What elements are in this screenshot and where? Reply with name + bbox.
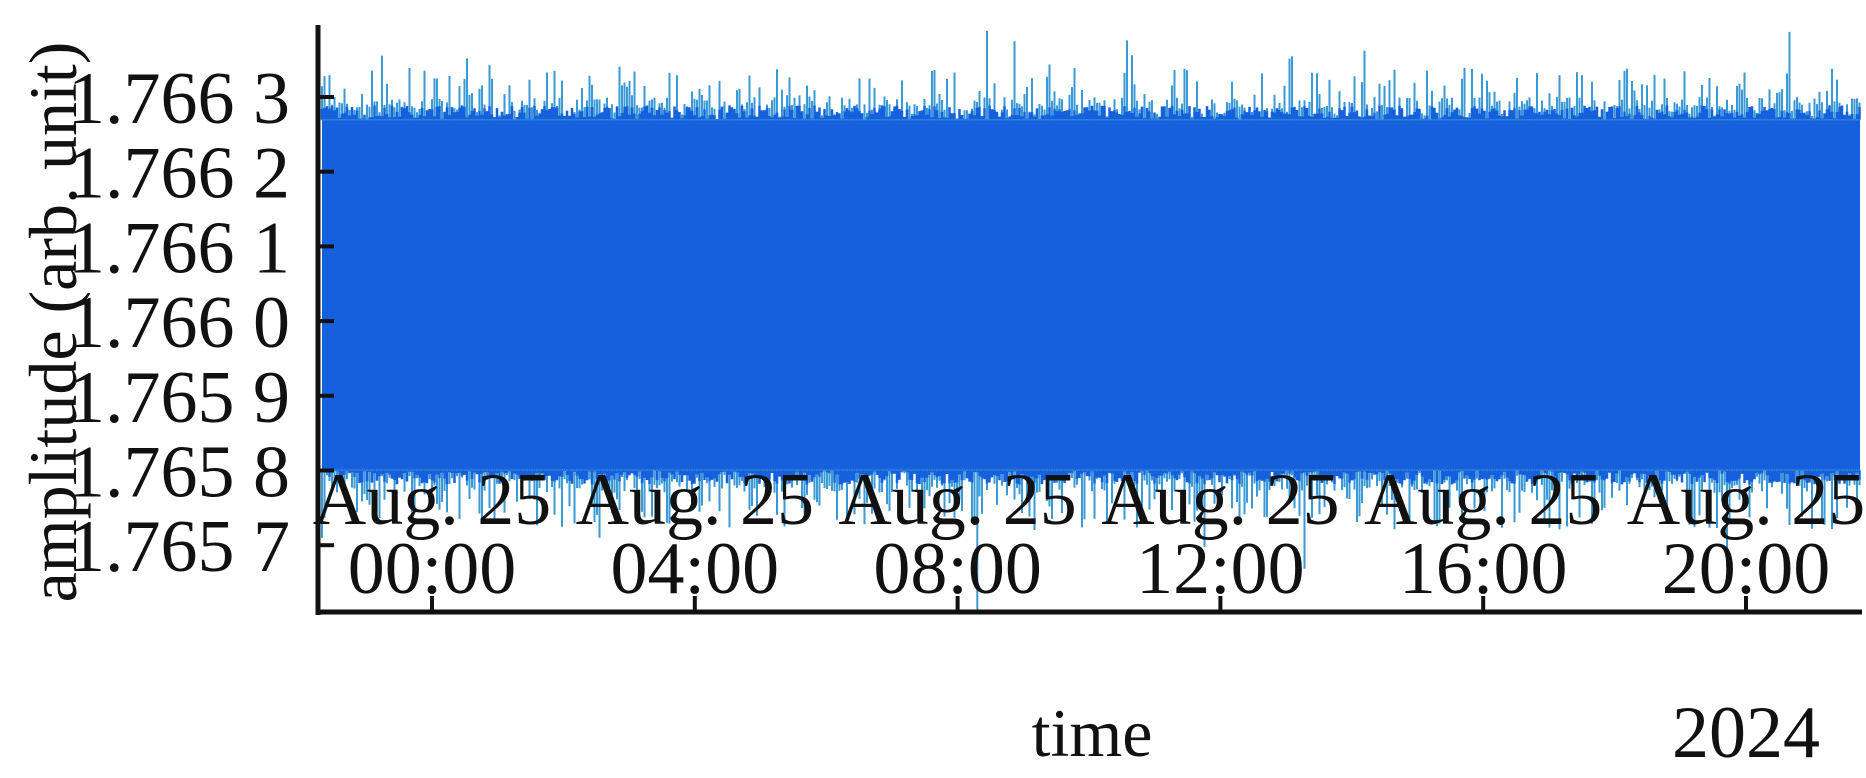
- x-tick-label-time: 20:00: [1662, 528, 1831, 610]
- y-axis-ticks: 1.766 31.766 21.766 11.766 01.765 91.765…: [68, 58, 334, 588]
- x-tick-label-date: Aug. 25: [838, 459, 1076, 541]
- x-tick-label-time: 04:00: [611, 528, 780, 610]
- dense-signal-band: [322, 119, 1860, 471]
- plot-area: [320, 30, 1861, 613]
- band-fringe: [320, 105, 1861, 485]
- x-tick-label-time: 16:00: [1399, 528, 1568, 610]
- x-tick-label-date: Aug. 25: [313, 459, 551, 541]
- x-tick-label-date: Aug. 25: [576, 459, 814, 541]
- y-tick-label: 1.765 9: [68, 357, 290, 439]
- x-tick-label-time: 08:00: [873, 528, 1042, 610]
- x-tick-label-date: Aug. 25: [1364, 459, 1602, 541]
- y-tick-label: 1.765 7: [68, 506, 290, 588]
- y-tick-label: 1.766 0: [68, 282, 290, 364]
- x-tick-label-time: 00:00: [348, 528, 517, 610]
- y-tick-label: 1.766 2: [68, 133, 290, 215]
- x-tick-label-date: Aug. 25: [1101, 459, 1339, 541]
- x-axis-offset-label: 2024: [1672, 692, 1820, 774]
- y-axis-title: amplitude (arb. unit): [15, 42, 91, 603]
- x-tick-label-time: 12:00: [1136, 528, 1305, 610]
- x-axis-title: time: [1032, 695, 1153, 771]
- x-tick-label-date: Aug. 25: [1627, 459, 1865, 541]
- y-tick-label: 1.765 8: [68, 432, 290, 514]
- y-tick-label: 1.766 3: [68, 58, 290, 140]
- y-tick-label: 1.766 1: [68, 207, 290, 289]
